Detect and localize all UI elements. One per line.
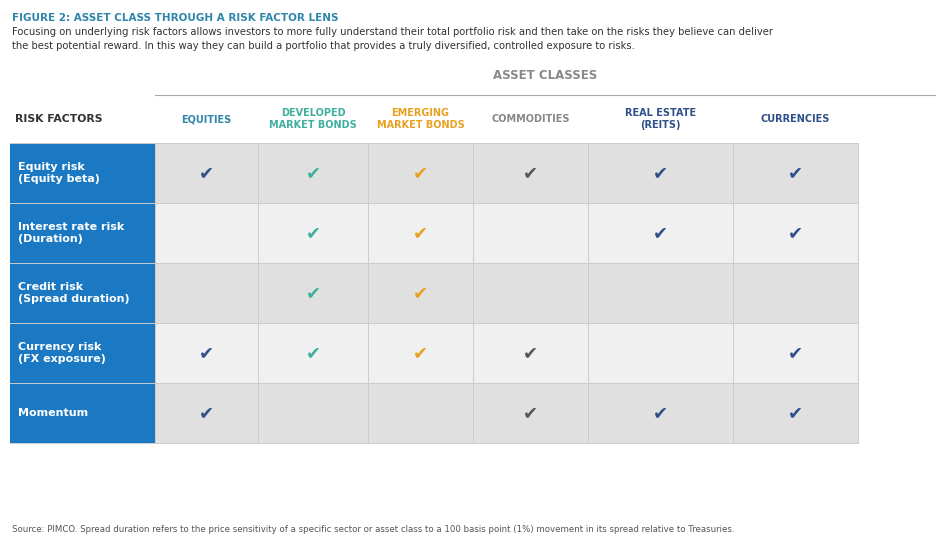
Text: ✔: ✔: [305, 284, 320, 302]
Text: (Duration): (Duration): [18, 234, 83, 244]
Text: ✔: ✔: [305, 344, 320, 362]
Text: ✔: ✔: [199, 164, 214, 182]
Text: FIGURE 2: ASSET CLASS THROUGH A RISK FACTOR LENS: FIGURE 2: ASSET CLASS THROUGH A RISK FAC…: [12, 13, 338, 23]
Bar: [155, 323, 258, 383]
Text: ✔: ✔: [413, 284, 428, 302]
Bar: [473, 203, 587, 263]
Text: ✔: ✔: [413, 164, 428, 182]
Bar: [10, 383, 155, 443]
Bar: [155, 263, 258, 323]
Bar: [587, 383, 733, 443]
Bar: [10, 323, 155, 383]
Bar: [155, 203, 258, 263]
Bar: [367, 263, 473, 323]
Text: ASSET CLASSES: ASSET CLASSES: [493, 69, 597, 82]
Bar: [473, 263, 587, 323]
Text: ✔: ✔: [787, 404, 802, 422]
Text: ✔: ✔: [787, 164, 802, 182]
Text: ✔: ✔: [787, 224, 802, 242]
Bar: [587, 323, 733, 383]
Bar: [733, 203, 857, 263]
Text: Currency risk: Currency risk: [18, 342, 101, 352]
Text: ✔: ✔: [413, 344, 428, 362]
Text: MARKET BONDS: MARKET BONDS: [377, 120, 464, 130]
Text: ✔: ✔: [652, 224, 667, 242]
Bar: [155, 383, 258, 443]
Text: RISK FACTORS: RISK FACTORS: [15, 114, 102, 124]
Bar: [587, 263, 733, 323]
Text: Source: PIMCO. Spread duration refers to the price sensitivity of a specific sec: Source: PIMCO. Spread duration refers to…: [12, 525, 733, 534]
Text: Momentum: Momentum: [18, 408, 88, 418]
Bar: [587, 203, 733, 263]
Text: ✔: ✔: [199, 344, 214, 362]
Bar: [367, 203, 473, 263]
Bar: [733, 383, 857, 443]
Text: ✔: ✔: [199, 404, 214, 422]
Text: (FX exposure): (FX exposure): [18, 354, 106, 364]
Bar: [473, 143, 587, 203]
Text: MARKET BONDS: MARKET BONDS: [269, 120, 357, 130]
Bar: [367, 323, 473, 383]
Text: Focusing on underlying risk factors allows investors to more fully understand th: Focusing on underlying risk factors allo…: [12, 27, 772, 51]
Bar: [733, 143, 857, 203]
Bar: [733, 263, 857, 323]
Text: Interest rate risk: Interest rate risk: [18, 222, 124, 232]
Bar: [733, 323, 857, 383]
Text: CURRENCIES: CURRENCIES: [760, 114, 830, 124]
Text: Equity risk: Equity risk: [18, 162, 85, 172]
Text: ✔: ✔: [305, 224, 320, 242]
Text: ✔: ✔: [522, 404, 537, 422]
Text: EQUITIES: EQUITIES: [181, 114, 231, 124]
Bar: [10, 263, 155, 323]
Text: ✔: ✔: [652, 164, 667, 182]
Text: REAL ESTATE: REAL ESTATE: [624, 108, 696, 118]
Bar: [258, 383, 367, 443]
Text: ✔: ✔: [787, 344, 802, 362]
Text: ✔: ✔: [522, 164, 537, 182]
Bar: [10, 203, 155, 263]
Bar: [587, 143, 733, 203]
Text: ✔: ✔: [413, 224, 428, 242]
Text: (Spread duration): (Spread duration): [18, 294, 129, 304]
Bar: [258, 143, 367, 203]
Bar: [367, 383, 473, 443]
Text: ✔: ✔: [522, 344, 537, 362]
Bar: [155, 143, 258, 203]
Text: DEVELOPED: DEVELOPED: [280, 108, 345, 118]
Bar: [10, 143, 155, 203]
Bar: [258, 263, 367, 323]
Bar: [258, 203, 367, 263]
Text: (Equity beta): (Equity beta): [18, 174, 100, 184]
Bar: [367, 143, 473, 203]
Text: ✔: ✔: [305, 164, 320, 182]
Text: COMMODITIES: COMMODITIES: [491, 114, 569, 124]
Text: (REITS): (REITS): [640, 120, 680, 130]
Bar: [258, 323, 367, 383]
Bar: [473, 383, 587, 443]
Text: ✔: ✔: [652, 404, 667, 422]
Text: Credit risk: Credit risk: [18, 282, 83, 292]
Bar: [473, 323, 587, 383]
Text: EMERGING: EMERGING: [391, 108, 449, 118]
